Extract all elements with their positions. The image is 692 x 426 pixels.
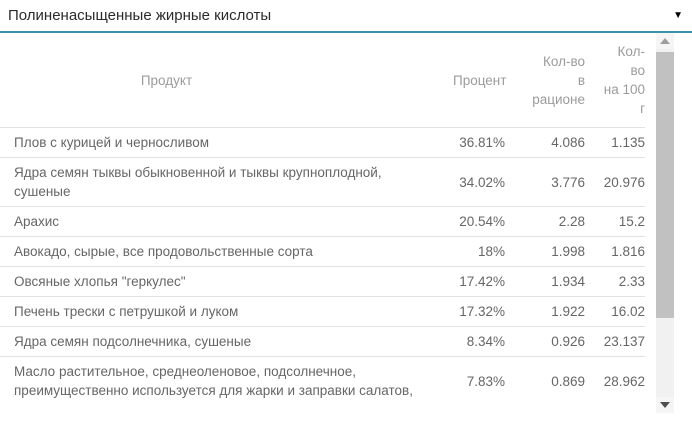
amount-per-100g-value: 15.2	[585, 206, 645, 237]
percent-value: 7.83%	[466, 373, 505, 389]
amount-in-ration-value: 3.776	[505, 157, 585, 207]
table-row[interactable]: Овсяные хлопья "геркулес" 17.42% 1.934 2…	[0, 266, 645, 297]
column-header-amount-in-ration: Кол-во в рационе	[505, 33, 585, 128]
amount-per-100g-value: 20.976	[585, 157, 645, 207]
product-name: Плов с курицей и черносливом	[0, 127, 453, 158]
percent-value: 18%	[453, 236, 505, 267]
amount-in-ration-value: 0.926	[505, 326, 585, 357]
scrollbar-down-button[interactable]	[656, 397, 674, 413]
column-header-amount-per-100g: Кол- во на 100 г	[585, 33, 645, 128]
table-row[interactable]: Плов с курицей и черносливом 36.81% 4.08…	[0, 127, 645, 158]
table-row[interactable]: Авокадо, сырые, все продовольственные со…	[0, 236, 645, 267]
nutrient-select[interactable]: Полиненасыщенные жирные кислоты ▼	[0, 0, 692, 33]
food-table: Продукт Процент Кол-во в рационе Кол- во…	[0, 33, 645, 426]
amount-in-ration-value: 2.28	[505, 206, 585, 237]
scrollbar-thumb[interactable]	[656, 52, 674, 318]
amount-in-ration-value: 1.934	[505, 266, 585, 297]
percent-value: 36.81%	[453, 127, 505, 158]
percent-value: 17.42%	[453, 266, 505, 297]
table-row[interactable]: Арахис 20.54% 2.28 15.2	[0, 206, 645, 237]
product-name: Масло растительное, среднеоленовое, подс…	[14, 364, 413, 398]
scrollbar-up-button[interactable]	[656, 33, 674, 49]
amount-in-ration-value: 1.922	[505, 296, 585, 327]
amount-per-100g-value: 16.02	[585, 296, 645, 327]
scroll-up-icon	[660, 38, 670, 44]
amount-per-100g-value: 1.135	[585, 127, 645, 158]
amount-per-100g-value: 2.33	[585, 266, 645, 297]
table-row[interactable]: Ядра семян подсолнечника, сушеные 8.34% …	[0, 326, 645, 357]
product-name: Овсяные хлопья "геркулес"	[0, 266, 453, 297]
table-row[interactable]: Масло растительное, среднеоленовое, подс…	[0, 357, 645, 426]
percent-value: 20.54%	[453, 206, 505, 237]
scroll-down-icon	[660, 402, 670, 408]
table-header-row: Продукт Процент Кол-во в рационе Кол- во…	[0, 33, 645, 128]
table-row[interactable]: Печень трески с петрушкой и луком 17.32%…	[0, 296, 645, 327]
percent-value: 8.34%	[453, 326, 505, 357]
amount-in-ration-value: 4.086	[505, 127, 585, 158]
dropdown-arrow-icon: ▼	[673, 9, 683, 21]
column-header-product: Продукт	[0, 33, 453, 128]
percent-value: 17.32%	[453, 296, 505, 327]
product-name: Арахис	[0, 206, 453, 237]
product-name: Ядра семян подсолнечника, сушеные	[0, 326, 453, 357]
percent-value: 34.02%	[453, 157, 505, 207]
amount-per-100g-value: 28.962	[603, 373, 645, 389]
nutrient-select-value: Полиненасыщенные жирные кислоты	[8, 7, 272, 24]
column-header-percent: Процент	[453, 33, 506, 128]
scrollbar-track[interactable]	[656, 49, 674, 397]
amount-per-100g-value: 23.137	[585, 326, 645, 357]
table-row[interactable]: Ядра семян тыквы обыкновенной и тыквы кр…	[0, 157, 645, 207]
vertical-scrollbar[interactable]	[656, 33, 674, 413]
amount-in-ration-value: 1.998	[505, 236, 585, 267]
amount-per-100g-value: 1.816	[585, 236, 645, 267]
product-name: Ядра семян тыквы обыкновенной и тыквы кр…	[0, 157, 453, 207]
amount-in-ration-value: 0.869	[551, 373, 585, 389]
product-name: Печень трески с петрушкой и луком	[0, 296, 453, 327]
product-name: Авокадо, сырые, все продовольственные со…	[0, 236, 453, 267]
